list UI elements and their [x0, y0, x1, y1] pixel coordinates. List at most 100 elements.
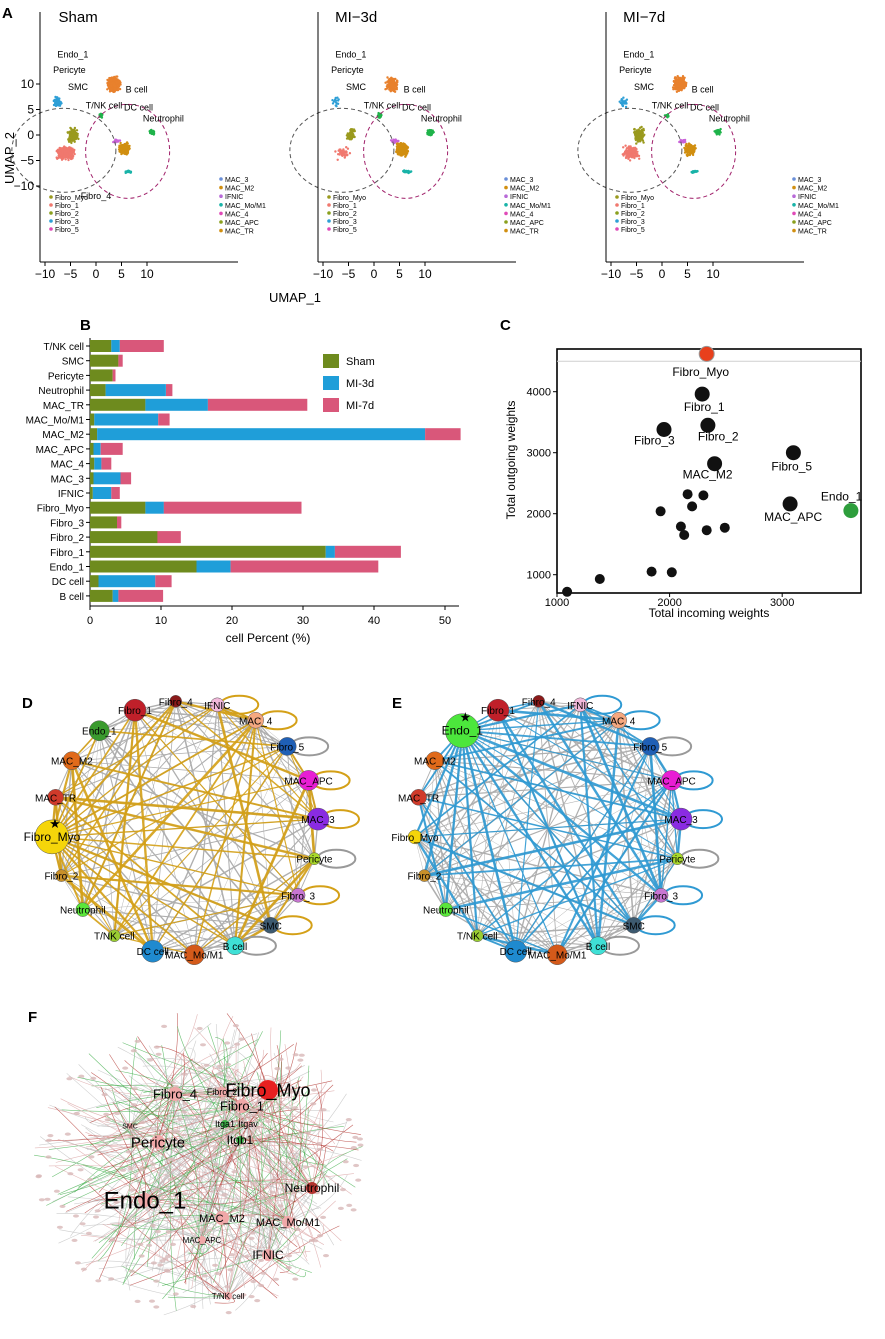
network-f-minor-node	[320, 1108, 327, 1112]
umap-point-mac	[120, 152, 124, 155]
umap-point-mac	[395, 145, 399, 148]
network-node-label: SMC	[623, 921, 645, 932]
bar-category-label: MAC_M2	[42, 430, 84, 441]
scatter-y-tick-label: 1000	[527, 570, 551, 582]
panel-letter-d: D	[22, 695, 33, 712]
umap-y-tick-label: 0	[27, 128, 34, 142]
network-f-minor-node	[142, 1158, 149, 1162]
network-f-minor-node	[225, 1311, 232, 1315]
network-f-minor-node	[232, 1024, 239, 1028]
bar-x-tick-label: 30	[297, 615, 309, 627]
network-node-label: Fibro_1	[118, 706, 152, 717]
bar-x-tick-label: 20	[226, 615, 238, 627]
umap-cluster-label: SMC	[634, 82, 655, 92]
network-f-minor-node	[245, 1271, 252, 1275]
network-f-hub-label: IFNIC	[252, 1248, 284, 1262]
umap-legend-dot	[504, 203, 508, 207]
umap-cluster-label: SMC	[68, 82, 89, 92]
umap-legend-dot	[792, 194, 796, 198]
scatter-x-tick-label: 3000	[770, 597, 794, 609]
umap-point-mac-pink	[118, 139, 121, 142]
network-f-minor-node	[281, 1174, 288, 1178]
bar-x-tick-label: 40	[368, 615, 380, 627]
umap-point-mac	[125, 146, 128, 150]
umap-point-endo	[390, 80, 393, 83]
umap-point-fibro-core	[629, 146, 632, 149]
umap-point-fibro-core	[68, 155, 72, 159]
network-node-label: T/NK cell	[94, 932, 135, 943]
bar-segment	[101, 457, 112, 470]
umap-point-endo	[112, 90, 115, 94]
umap-point-neutrophil	[149, 130, 152, 133]
umap-x-tick-label: 0	[93, 267, 100, 281]
umap-legend-mac: MAC_TR	[225, 229, 254, 236]
network-f-minor-node	[355, 1178, 362, 1182]
umap-point-endo	[395, 83, 399, 87]
umap-legend-dot	[327, 219, 331, 223]
umap-point-pericyte	[335, 105, 338, 108]
network-f-hub-label: Itgb1	[227, 1133, 254, 1147]
network-f-minor-node	[74, 1261, 81, 1265]
umap-point-pericyte	[54, 99, 57, 103]
bar-rows: T/NK cell SMC Pericyte Neutrophil MAC_TR MAC_…	[26, 340, 461, 603]
umap-legend-mac: MAC_APC	[798, 220, 832, 227]
umap-point-fibro-core	[627, 147, 630, 150]
panel-letter-f: F	[28, 1009, 37, 1026]
network-f-minor-node	[155, 1052, 162, 1056]
umap-legend-dot	[504, 194, 508, 198]
umap-point-endo	[117, 84, 121, 88]
network-f-minor-node	[114, 1111, 121, 1116]
scatter-point	[594, 574, 605, 584]
umap-point-neutrophil	[715, 133, 718, 136]
umap-legend-mac: MAC_APC	[510, 220, 544, 227]
umap-x-tick-label: 5	[118, 267, 125, 281]
network-f-minor-node	[286, 1254, 293, 1258]
umap-point-fibro-core	[339, 150, 342, 153]
umap-legend-mac: MAC_TR	[510, 229, 539, 236]
umap-legend-dot	[219, 220, 223, 224]
scatter-point-label: Fibro_Myo	[672, 365, 729, 379]
bar-segment	[92, 487, 112, 499]
umap-point-mac	[690, 148, 693, 151]
network-f-minor-node	[346, 1203, 353, 1207]
network-f-minor-node	[342, 1160, 349, 1164]
umap-point-mac-pink	[116, 139, 120, 142]
network-f-minor-node	[56, 1225, 63, 1229]
umap-cluster-label: Pericyte	[619, 65, 652, 75]
network-f-minor-node	[302, 1165, 309, 1169]
network-f-minor-node	[46, 1138, 53, 1142]
network-f-minor-node	[79, 1222, 86, 1226]
network-f-minor-node	[176, 1117, 183, 1121]
scatter-y-tick-label: 4000	[527, 387, 551, 399]
network-f-minor-node	[337, 1206, 344, 1210]
network-f-minor-node	[277, 1057, 284, 1061]
network-f-minor-node	[139, 1120, 146, 1124]
network-node-label: Endo_1	[442, 724, 484, 738]
network-f-minor-node	[134, 1299, 141, 1303]
network-f-minor-node	[263, 1201, 270, 1205]
umap-cluster-label: T/NK cell	[652, 100, 689, 110]
network-f-minor-node	[131, 1103, 137, 1107]
network-f-minor-node	[101, 1093, 108, 1097]
network-f-minor-node	[357, 1143, 364, 1147]
network-edges	[50, 700, 319, 956]
bar-segment	[90, 531, 158, 544]
network-node-label: MAC_3	[301, 815, 335, 826]
bar-category-label: MAC_TR	[43, 401, 84, 412]
umap-point-fibro-core	[64, 158, 67, 161]
umap-legend-mac: MAC_3	[510, 177, 533, 184]
umap-point-mac	[693, 144, 697, 147]
network-f-minor-node	[169, 1157, 176, 1161]
network-f-minor-node	[261, 1209, 268, 1213]
umap-point-fibro-alt	[67, 140, 71, 143]
network-f-minor-node	[150, 1162, 156, 1166]
network-f-minor-node	[196, 1026, 203, 1031]
umap-point-mac-teal	[695, 170, 698, 173]
network-f-minor-node	[206, 1228, 213, 1232]
network-f-minor-node	[243, 1254, 250, 1259]
network-f-minor-node	[353, 1163, 360, 1168]
network-node-label: Fibro_2	[44, 872, 78, 883]
umap-point-endo	[680, 89, 683, 92]
umap-legend-dot	[615, 227, 619, 231]
umap-legend-mac: MAC_Mo/M1	[798, 203, 839, 210]
